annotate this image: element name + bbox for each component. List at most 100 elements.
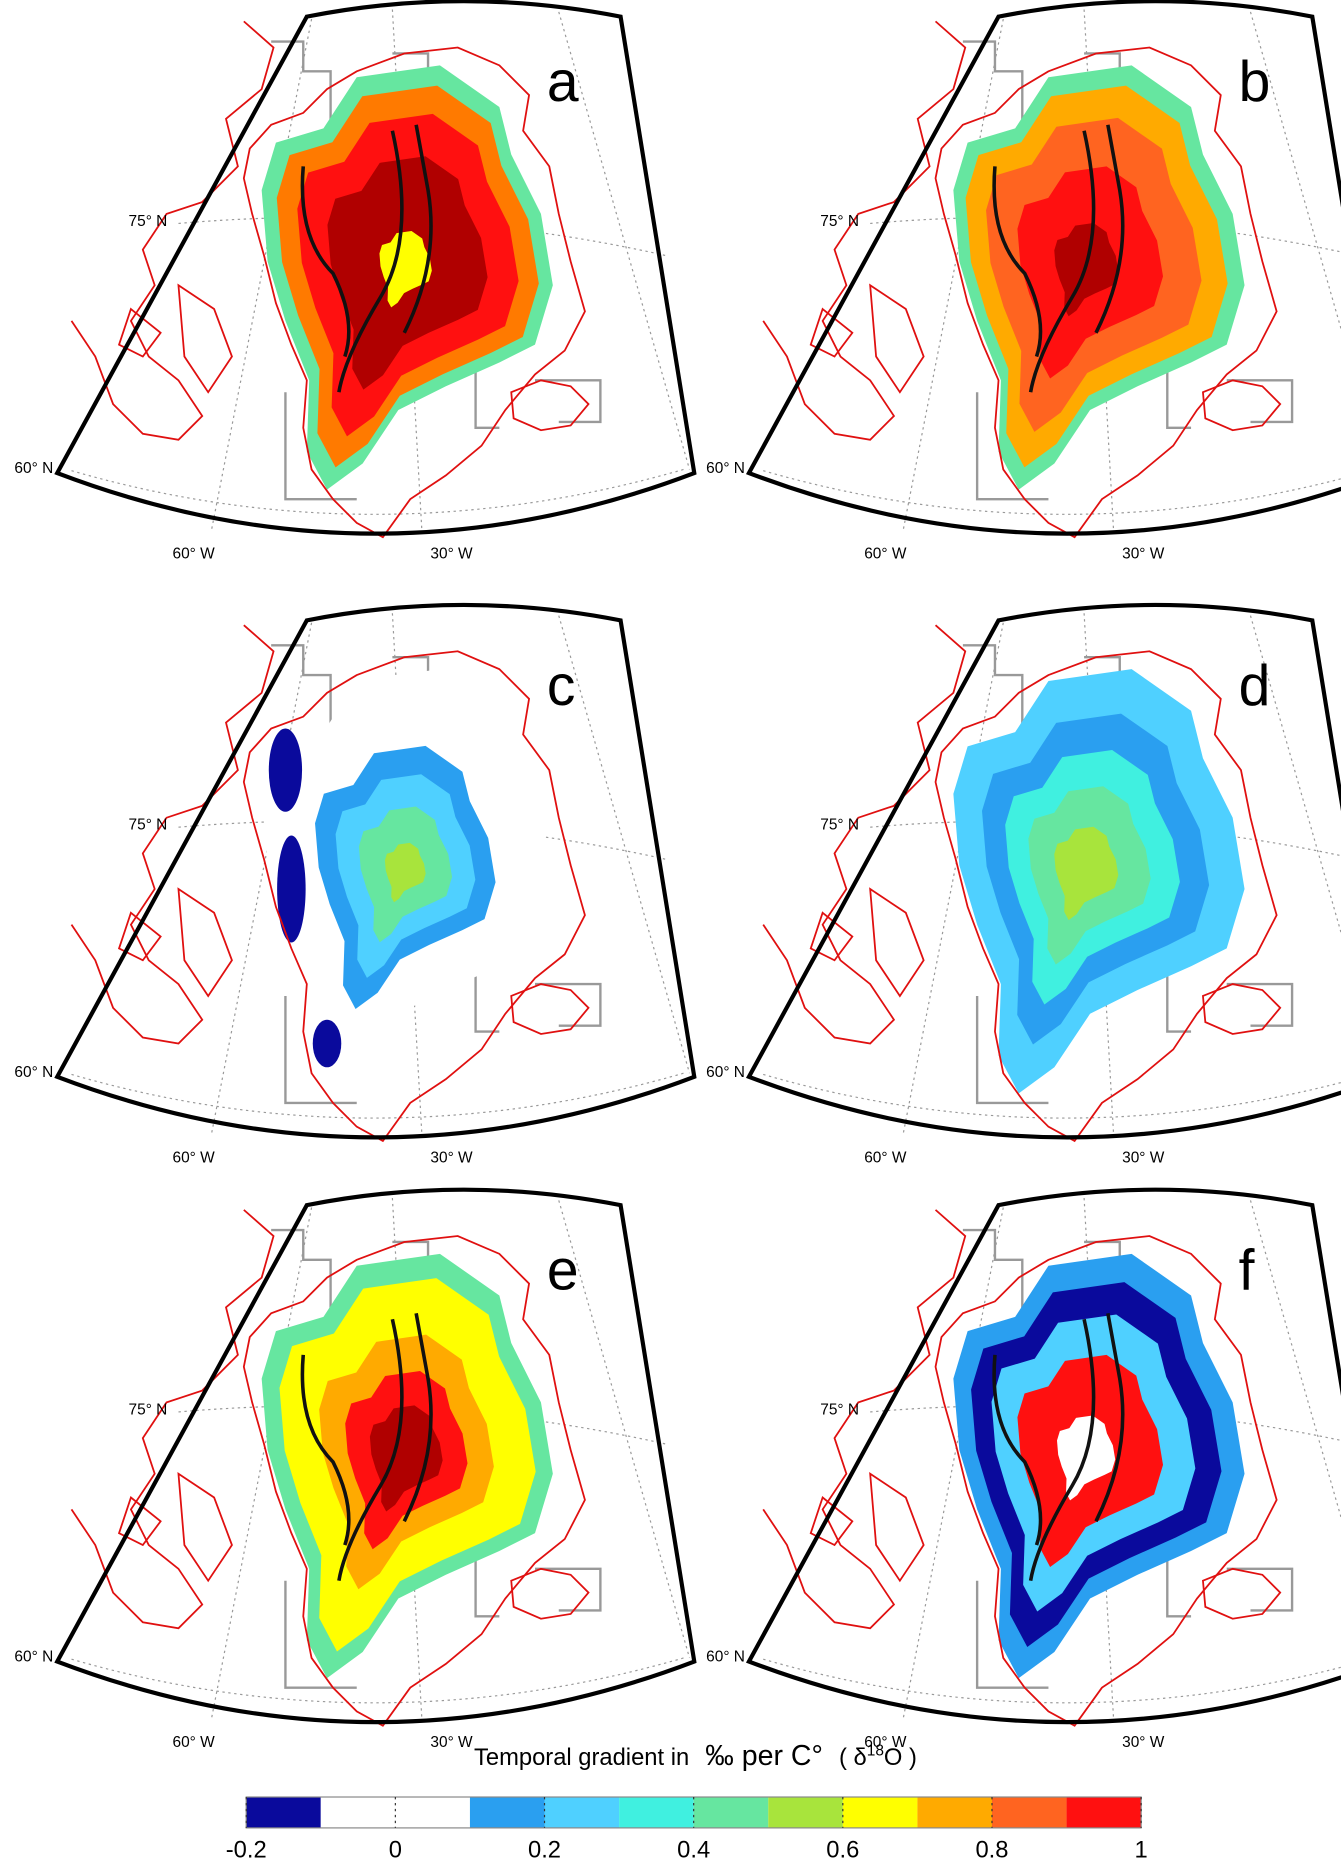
colorbar-bin <box>1066 1797 1142 1828</box>
colorbar-tick-label: 0 <box>389 1837 402 1860</box>
quantity-text: O ) <box>884 1744 917 1771</box>
lat-label: 75° N <box>129 817 168 834</box>
lon-label: 60° W <box>173 546 216 563</box>
panel-label: f <box>1239 1239 1255 1303</box>
contour <box>300 1354 351 1546</box>
title-text: Temporal gradient in <box>474 1744 689 1771</box>
colorbar-bin <box>768 1797 843 1828</box>
colorbar-bin <box>469 1797 545 1828</box>
coastline <box>762 20 967 441</box>
graticule <box>178 216 666 257</box>
map-panel: a 75° N 60° N 60° W 30° W <box>14 0 697 563</box>
contour <box>992 1354 1043 1546</box>
coastline <box>809 283 925 394</box>
graticule <box>71 1072 684 1119</box>
lon-label: 60° W <box>864 546 907 563</box>
coastline <box>242 1235 586 1727</box>
coastline <box>70 20 275 441</box>
contour <box>1094 124 1125 334</box>
graticule <box>558 1200 691 1659</box>
colorbar-tick-label: 0.6 <box>826 1837 859 1860</box>
graticule <box>1249 11 1341 331</box>
coastline <box>934 650 1278 1143</box>
colorbar-bin <box>320 1797 396 1828</box>
lat-label: 60° N <box>14 1064 53 1081</box>
coastline <box>762 1209 967 1630</box>
contour <box>1028 130 1096 393</box>
graticule <box>870 1405 1341 1442</box>
map-panel: f 75° N 60° N 60° W 30° W <box>706 1187 1341 1751</box>
coastline <box>809 887 925 998</box>
colorbar-bin <box>842 1797 918 1828</box>
field-patch <box>268 728 303 812</box>
lat-label: 60° N <box>14 1649 53 1666</box>
coastline <box>934 46 1278 539</box>
coastline <box>809 1471 925 1583</box>
unit-text: ‰ per C° <box>705 1740 823 1772</box>
contour <box>1028 1318 1096 1581</box>
colorbar-tick-label: 0.8 <box>975 1837 1008 1860</box>
coastline <box>1201 379 1282 432</box>
graticule <box>763 1658 1341 1704</box>
coastline <box>70 624 275 1045</box>
panel-label: b <box>1239 50 1271 114</box>
contour <box>992 166 1043 358</box>
field-layer <box>369 1405 443 1512</box>
lon-label: 30° W <box>430 1149 473 1166</box>
colorbar-title: Temporal gradient in ‰ per C° ( δ18O ) <box>474 1740 917 1772</box>
map-frame <box>745 602 1341 1140</box>
contour <box>300 166 351 358</box>
lon-label: 30° W <box>430 546 473 563</box>
colorbar-bin <box>693 1797 769 1828</box>
contour <box>337 1318 404 1581</box>
graticule <box>870 820 1341 857</box>
lon-label: 30° W <box>1122 1734 1165 1751</box>
coastline <box>242 46 586 539</box>
coastline <box>70 1209 275 1630</box>
contour <box>402 124 433 334</box>
coastline <box>510 983 590 1035</box>
map-frame <box>54 602 697 1140</box>
graticule <box>763 470 1341 515</box>
colorbar-bin <box>991 1797 1067 1828</box>
field-layer <box>384 842 426 903</box>
field-layer <box>1054 826 1119 921</box>
panel-label: d <box>1239 654 1271 718</box>
map-frame <box>54 1187 697 1725</box>
contour <box>1094 1312 1125 1523</box>
lon-label: 30° W <box>1122 1149 1165 1166</box>
lon-label: 60° W <box>864 1734 907 1751</box>
quantity-sup: 18 <box>867 1742 884 1759</box>
colorbar-bin <box>619 1797 694 1828</box>
map-frame <box>54 0 697 536</box>
lat-label: 60° N <box>706 460 745 477</box>
contour <box>337 130 404 393</box>
graticule <box>763 1073 1341 1119</box>
coastline <box>242 650 586 1143</box>
panels: a 75° N 60° N 60° W 30° W b 75° N 60° N 60° W 30°… <box>14 0 1341 1751</box>
graticule <box>870 216 1341 253</box>
map-panel: d 75° N 60° N 60° W 30° W <box>706 602 1341 1166</box>
coastline <box>117 887 233 998</box>
coastline <box>510 1567 590 1620</box>
coastline <box>510 379 590 432</box>
lat-label: 60° N <box>706 1649 745 1666</box>
lon-label: 60° W <box>173 1149 216 1166</box>
graticule <box>1249 615 1341 935</box>
map-frame <box>745 0 1341 536</box>
quantity-text: ( δ <box>839 1744 867 1771</box>
colorbar-bin <box>395 1797 470 1828</box>
graticule <box>1249 1200 1341 1520</box>
graticule <box>71 1657 684 1704</box>
panel-label: a <box>547 50 579 114</box>
map-frame <box>745 1187 1341 1725</box>
lon-label: 30° W <box>1122 546 1165 563</box>
field-patch <box>277 835 306 943</box>
field-layer <box>379 231 432 308</box>
lon-label: 30° W <box>430 1734 473 1751</box>
colorbar-bin <box>544 1797 620 1828</box>
coastline <box>1201 1567 1282 1620</box>
graticule <box>71 468 684 515</box>
